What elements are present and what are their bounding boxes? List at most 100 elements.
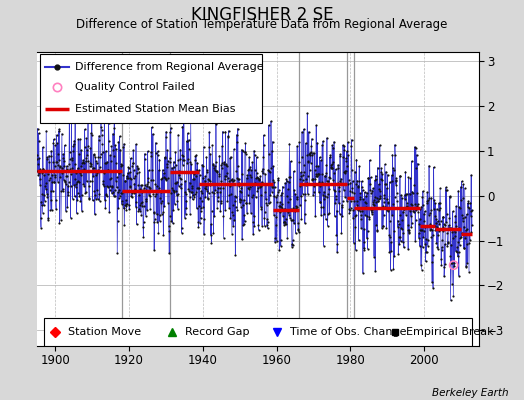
Point: [395, 211, 403, 218]
Point: [98, 141, 106, 147]
Point: [359, 226, 368, 232]
Point: [395, 234, 403, 241]
Point: [194, 224, 203, 230]
Point: [213, 168, 222, 174]
Point: [189, 192, 198, 198]
Point: [335, 183, 343, 190]
Point: [241, 218, 249, 224]
Point: [147, 149, 155, 155]
Point: [377, 169, 385, 176]
Point: [330, 187, 338, 193]
Point: [230, 217, 238, 224]
Point: [389, 165, 397, 171]
Point: [404, 174, 412, 180]
Point: [259, 170, 267, 177]
Point: [131, 173, 139, 179]
Point: [256, 192, 265, 198]
Point: [376, 188, 384, 194]
Point: [96, 154, 104, 160]
Point: [434, 228, 443, 234]
Point: [71, 112, 79, 118]
Point: [255, 226, 263, 233]
Point: [340, 169, 348, 175]
Point: [344, 195, 352, 202]
Point: [105, 209, 113, 215]
Point: [315, 189, 323, 196]
Point: [337, 230, 346, 236]
Point: [148, 188, 156, 194]
Point: [281, 180, 289, 186]
Point: [137, 200, 145, 206]
Point: [45, 177, 53, 184]
Point: [309, 150, 317, 156]
Point: [459, 215, 467, 221]
Point: [383, 185, 391, 192]
Point: [212, 121, 220, 128]
Point: [99, 181, 107, 188]
Point: [436, 200, 444, 206]
Point: [165, 213, 173, 220]
Point: [95, 137, 103, 143]
Text: Record Gap: Record Gap: [185, 327, 250, 337]
Point: [294, 229, 303, 235]
Point: [157, 199, 165, 206]
Point: [39, 202, 48, 209]
Point: [134, 182, 143, 188]
Point: [396, 234, 405, 240]
Point: [143, 183, 151, 189]
Point: [430, 213, 439, 220]
Point: [209, 161, 217, 168]
Point: [174, 132, 182, 138]
Point: [231, 251, 239, 258]
Point: [113, 218, 122, 224]
Point: [341, 194, 350, 200]
Point: [70, 182, 78, 188]
Point: [45, 152, 53, 159]
Point: [285, 174, 293, 180]
Point: [408, 202, 416, 208]
Point: [445, 225, 453, 231]
Point: [116, 193, 124, 199]
Point: [252, 180, 260, 187]
Point: [247, 167, 256, 174]
Point: [193, 185, 202, 192]
Point: [398, 209, 407, 215]
Point: [394, 250, 402, 257]
Point: [221, 173, 229, 179]
Point: [455, 204, 463, 210]
Point: [274, 177, 282, 184]
Point: [163, 200, 172, 206]
Point: [47, 148, 56, 154]
Point: [50, 179, 58, 185]
Point: [267, 181, 275, 188]
Point: [109, 130, 117, 137]
Point: [72, 210, 81, 216]
Point: [362, 193, 370, 199]
Point: [180, 157, 189, 163]
Point: [83, 147, 91, 154]
Point: [302, 180, 311, 186]
Point: [71, 161, 79, 167]
Point: [263, 202, 271, 208]
Point: [440, 273, 449, 280]
Point: [155, 167, 163, 174]
Point: [258, 166, 267, 172]
Point: [322, 216, 330, 223]
Point: [262, 200, 270, 206]
Point: [352, 212, 360, 218]
Point: [413, 203, 421, 209]
Point: [217, 165, 226, 171]
Point: [138, 203, 147, 209]
Point: [175, 168, 183, 174]
Point: [56, 174, 64, 180]
Point: [154, 148, 162, 154]
Point: [461, 185, 469, 192]
Point: [341, 168, 350, 174]
Point: [34, 161, 42, 167]
Point: [376, 195, 385, 201]
Point: [354, 207, 362, 214]
Point: [280, 221, 288, 228]
Point: [456, 205, 464, 212]
Point: [378, 171, 387, 177]
Point: [431, 226, 440, 233]
